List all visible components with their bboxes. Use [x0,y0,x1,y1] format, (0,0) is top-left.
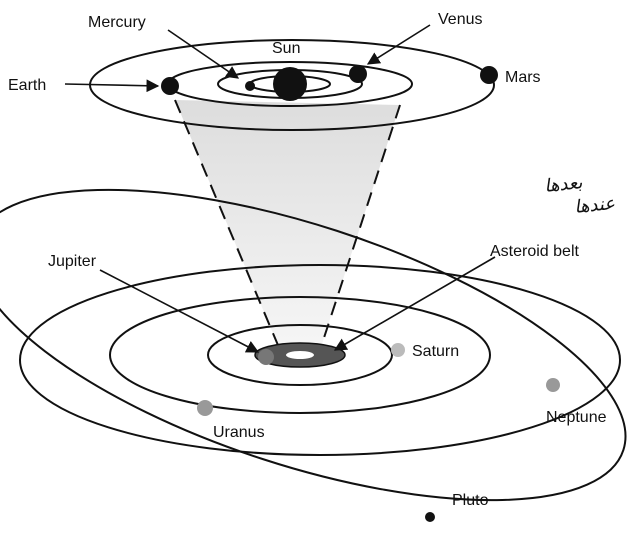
label: Pluto [452,492,489,509]
sun [273,67,307,101]
arrow [335,257,495,350]
pluto [425,512,435,522]
label: Neptune [546,409,607,426]
cone [175,100,400,350]
label: Uranus [213,424,265,441]
mercury [245,81,255,91]
label: Sun [272,40,300,57]
venus [349,65,367,83]
inner [286,351,314,359]
label: Mercury [88,14,146,31]
label: Saturn [412,343,459,360]
label: Jupiter [48,253,97,270]
jupiter [258,349,274,365]
arrow [65,84,158,86]
arrow [100,270,258,352]
earth [161,77,179,95]
solar-system-diagram: Mercury Venus Sun Earth Mars Jupiter Ast… [0,0,636,545]
saturn [391,343,405,357]
handwritten-note: عندها [573,193,616,218]
uranus [197,400,213,416]
label: Venus [438,11,482,28]
label: Asteroid belt [490,243,579,260]
label: Mars [505,69,541,86]
arrow [168,30,238,78]
handwritten-note: بعدها [543,172,583,197]
neptune [546,378,560,392]
mars [480,66,498,84]
label: Earth [8,77,46,94]
